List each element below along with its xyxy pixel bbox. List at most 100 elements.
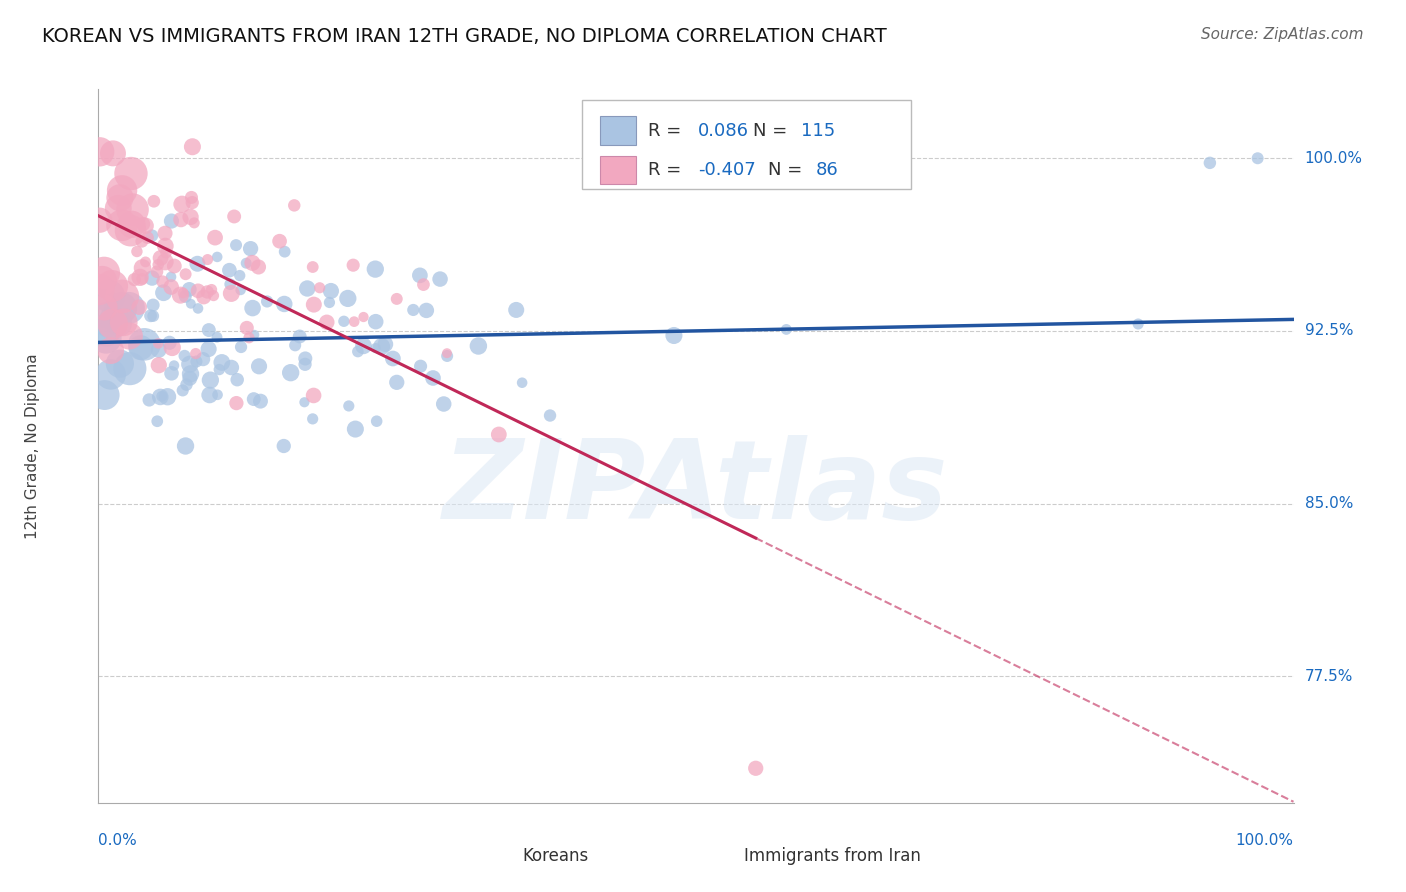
Point (269, 234, 291, 248)
Point (236, 321, 259, 335)
Point (170, 197, 193, 211)
Point (148, 358, 170, 372)
Point (205, 250, 228, 264)
Point (180, 190, 202, 204)
Point (160, 341, 183, 355)
Point (87, 283, 110, 297)
Point (96, 308, 118, 322)
Point (148, 336, 170, 351)
Text: 115: 115 (801, 121, 835, 139)
Point (197, 342, 219, 356)
Point (775, 322, 797, 336)
Point (101, 146, 124, 161)
Text: ZIPAtlas: ZIPAtlas (443, 435, 949, 542)
Point (111, 219, 134, 233)
Text: R =: R = (648, 121, 688, 139)
Point (120, 167, 142, 181)
Text: 85.0%: 85.0% (1305, 496, 1353, 511)
Point (240, 256, 263, 270)
Text: 0.0%: 0.0% (98, 833, 138, 848)
Point (111, 183, 134, 197)
Point (142, 309, 165, 323)
Point (273, 297, 295, 311)
Point (249, 394, 271, 409)
Point (364, 315, 387, 329)
Point (129, 341, 152, 355)
Point (111, 289, 134, 303)
Point (108, 191, 131, 205)
Point (347, 344, 370, 359)
Point (200, 373, 222, 387)
Point (93, 388, 115, 402)
Point (243, 327, 266, 342)
Point (128, 300, 150, 314)
Point (141, 271, 163, 285)
Point (211, 355, 233, 369)
Point (301, 260, 323, 274)
Point (229, 340, 252, 354)
Point (118, 329, 141, 343)
Point (366, 414, 388, 428)
Point (153, 227, 176, 241)
Point (159, 335, 181, 350)
Point (207, 388, 229, 402)
FancyBboxPatch shape (582, 100, 911, 189)
Point (191, 352, 214, 367)
Point (505, 302, 527, 317)
Point (150, 389, 173, 403)
Point (163, 359, 186, 373)
Point (242, 392, 264, 406)
Point (221, 360, 243, 375)
Point (152, 275, 174, 289)
Point (146, 265, 169, 279)
Point (238, 331, 260, 345)
Point (120, 224, 142, 238)
Point (208, 362, 231, 376)
Point (204, 230, 226, 244)
Point (412, 277, 434, 292)
Point (132, 217, 155, 231)
Point (353, 339, 375, 353)
Point (280, 366, 302, 380)
Point (172, 285, 194, 300)
Point (149, 251, 172, 265)
Point (353, 310, 375, 324)
Point (302, 388, 325, 402)
Text: 100.0%: 100.0% (1305, 151, 1362, 166)
Point (180, 297, 202, 311)
Point (184, 346, 207, 360)
Point (294, 351, 316, 366)
Point (242, 301, 264, 315)
Point (124, 272, 146, 286)
Point (174, 289, 197, 303)
Point (118, 361, 141, 376)
Point (193, 290, 215, 304)
Point (288, 329, 311, 343)
Point (179, 282, 201, 296)
Point (186, 257, 208, 271)
Point (226, 373, 249, 387)
Point (141, 228, 163, 243)
Point (138, 392, 160, 407)
Text: Immigrants from Iran: Immigrants from Iran (744, 847, 921, 865)
FancyBboxPatch shape (600, 155, 636, 184)
Point (662, 328, 685, 343)
Point (225, 396, 247, 410)
Point (139, 309, 162, 323)
FancyBboxPatch shape (685, 844, 734, 872)
Point (125, 244, 148, 259)
Point (121, 218, 143, 232)
Point (433, 397, 456, 411)
Point (294, 395, 316, 409)
Point (180, 210, 202, 224)
Point (155, 245, 177, 260)
Point (318, 295, 340, 310)
Point (183, 216, 205, 230)
Point (247, 260, 270, 274)
Point (218, 263, 240, 277)
Point (1199, 156, 1222, 170)
Point (224, 210, 246, 224)
Point (101, 310, 124, 325)
Point (101, 317, 124, 331)
Text: R =: R = (648, 161, 688, 178)
